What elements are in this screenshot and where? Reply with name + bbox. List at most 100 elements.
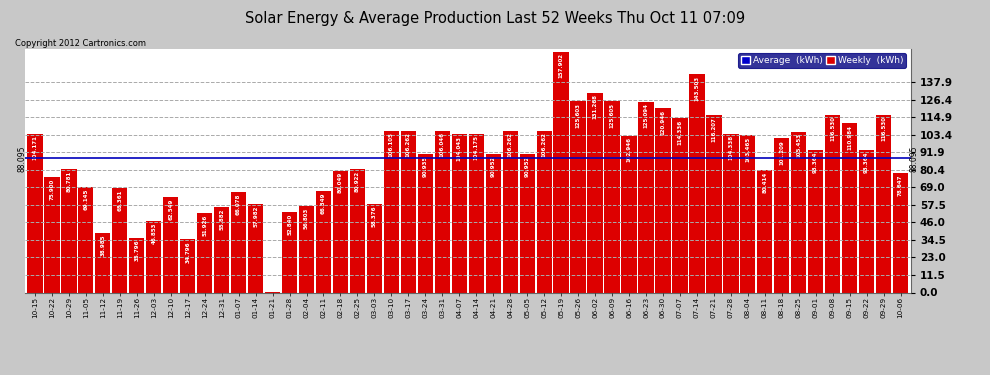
- Bar: [605, 101, 620, 292]
- Bar: [808, 150, 824, 292]
- Bar: [859, 150, 874, 292]
- Text: 69.145: 69.145: [83, 189, 88, 210]
- Bar: [78, 187, 93, 292]
- Bar: [503, 130, 518, 292]
- Bar: [435, 131, 449, 292]
- Bar: [893, 172, 908, 292]
- Bar: [639, 102, 653, 292]
- Bar: [876, 115, 891, 292]
- Text: 104.171: 104.171: [33, 135, 38, 160]
- Text: 80.922: 80.922: [355, 171, 360, 192]
- Text: 58.376: 58.376: [372, 205, 377, 226]
- Text: 78.647: 78.647: [898, 174, 903, 196]
- Text: 106.262: 106.262: [406, 132, 411, 157]
- Text: 103.465: 103.465: [745, 136, 750, 162]
- Bar: [28, 134, 43, 292]
- Bar: [299, 206, 314, 292]
- Text: 88.095: 88.095: [909, 145, 918, 171]
- Text: 66.078: 66.078: [237, 194, 242, 215]
- Bar: [724, 134, 739, 292]
- Text: 104.338: 104.338: [729, 135, 734, 160]
- Text: Solar Energy & Average Production Last 52 Weeks Thu Oct 11 07:09: Solar Energy & Average Production Last 5…: [245, 11, 745, 26]
- Bar: [231, 192, 247, 292]
- Bar: [757, 170, 772, 292]
- Bar: [418, 154, 433, 292]
- Text: 88.095: 88.095: [18, 145, 27, 171]
- Text: 55.882: 55.882: [219, 209, 224, 230]
- Text: 131.268: 131.268: [593, 94, 598, 119]
- Text: 143.503: 143.503: [694, 75, 699, 100]
- Text: 106.105: 106.105: [389, 132, 394, 157]
- Bar: [741, 135, 755, 292]
- Text: 62.549: 62.549: [168, 199, 173, 220]
- Bar: [366, 204, 382, 292]
- Bar: [706, 116, 722, 292]
- Text: 104.043: 104.043: [456, 135, 461, 160]
- Text: 105.453: 105.453: [796, 134, 801, 159]
- Bar: [587, 93, 603, 292]
- Bar: [655, 108, 670, 292]
- Text: 110.984: 110.984: [847, 125, 852, 150]
- Bar: [774, 138, 789, 292]
- Text: 104.175: 104.175: [474, 135, 479, 160]
- Text: 114.336: 114.336: [677, 120, 682, 145]
- Text: 57.982: 57.982: [253, 206, 258, 227]
- Bar: [282, 212, 297, 292]
- Text: 125.603: 125.603: [575, 103, 580, 128]
- Text: 116.207: 116.207: [712, 117, 717, 142]
- Bar: [401, 130, 416, 292]
- Text: Copyright 2012 Cartronics.com: Copyright 2012 Cartronics.com: [15, 39, 146, 48]
- Text: 125.094: 125.094: [644, 104, 648, 129]
- Bar: [791, 132, 807, 292]
- Text: 34.796: 34.796: [185, 241, 190, 262]
- Bar: [553, 52, 569, 292]
- Legend: Average  (kWh), Weekly  (kWh): Average (kWh), Weekly (kWh): [739, 53, 906, 68]
- Text: 66.349: 66.349: [321, 193, 326, 214]
- Text: 51.926: 51.926: [202, 215, 207, 236]
- Bar: [61, 170, 76, 292]
- Bar: [842, 123, 857, 292]
- Bar: [163, 197, 178, 292]
- Text: 35.796: 35.796: [135, 240, 140, 261]
- Bar: [214, 207, 230, 292]
- Bar: [333, 171, 348, 292]
- Bar: [316, 191, 331, 292]
- Text: 116.530: 116.530: [831, 117, 836, 141]
- Bar: [349, 169, 365, 292]
- Text: 120.946: 120.946: [660, 110, 665, 135]
- Bar: [468, 134, 484, 292]
- Bar: [45, 177, 59, 292]
- Bar: [622, 136, 637, 292]
- Bar: [520, 154, 535, 292]
- Text: 90.935: 90.935: [423, 156, 428, 177]
- Text: 80.049: 80.049: [338, 172, 343, 194]
- Text: 106.262: 106.262: [542, 132, 546, 157]
- Bar: [537, 130, 551, 292]
- Text: 38.985: 38.985: [100, 235, 105, 256]
- Text: 102.946: 102.946: [627, 137, 632, 162]
- Bar: [197, 213, 212, 292]
- Text: 116.530: 116.530: [881, 117, 886, 141]
- Text: 90.952: 90.952: [491, 156, 496, 177]
- Text: 157.902: 157.902: [558, 54, 563, 78]
- Bar: [570, 101, 586, 292]
- Text: 46.853: 46.853: [151, 223, 156, 244]
- Text: 56.803: 56.803: [304, 207, 309, 229]
- Text: 52.840: 52.840: [287, 213, 292, 235]
- Bar: [825, 115, 841, 292]
- Text: 68.361: 68.361: [117, 190, 123, 211]
- Bar: [95, 233, 111, 292]
- Bar: [672, 118, 688, 292]
- Text: 125.605: 125.605: [610, 103, 615, 128]
- Text: 80.414: 80.414: [762, 171, 767, 193]
- Text: 106.262: 106.262: [508, 132, 513, 157]
- Bar: [129, 238, 145, 292]
- Text: 106.046: 106.046: [440, 132, 445, 158]
- Text: 93.364: 93.364: [813, 152, 819, 173]
- Text: 75.900: 75.900: [50, 178, 54, 200]
- Bar: [248, 204, 263, 292]
- Bar: [384, 131, 399, 292]
- Bar: [689, 74, 705, 292]
- Bar: [147, 221, 161, 292]
- Bar: [180, 240, 195, 292]
